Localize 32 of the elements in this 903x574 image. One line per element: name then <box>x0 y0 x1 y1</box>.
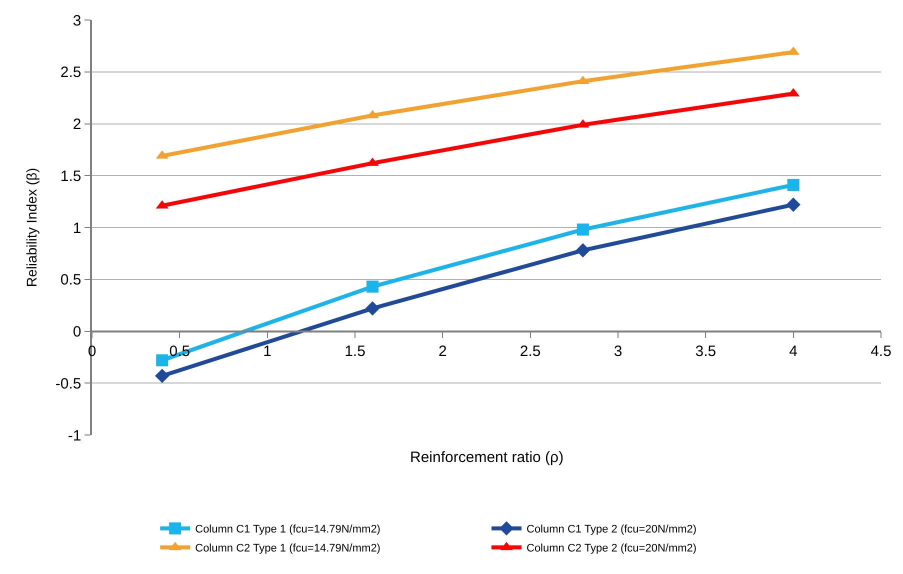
legend-label: Column C1 Type 2 (fcu=20N/mm2) <box>526 524 697 536</box>
y-tick-label: 3 <box>72 12 82 30</box>
x-tick-label: 4 <box>789 343 798 360</box>
x-tick-label: 1 <box>263 343 272 360</box>
y-tick-label: -1 <box>68 427 82 444</box>
x-axis-title: Reinforcement ratio (ρ) <box>410 449 564 466</box>
y-axis-title: Reliability Index (β) <box>23 168 40 288</box>
y-tick-label: -0.5 <box>55 375 82 392</box>
x-tick-label: 2.5 <box>520 343 541 360</box>
point <box>365 301 380 316</box>
y-tick-label: 1.5 <box>60 168 82 185</box>
y-tick-label: 1 <box>72 220 82 237</box>
x-tick-label: 4.5 <box>870 343 892 360</box>
point <box>787 178 800 191</box>
x-tick-label: 3.5 <box>695 343 716 360</box>
x-tick-label: 0 <box>88 343 96 360</box>
x-tick-label: 3 <box>614 343 622 360</box>
point <box>576 243 590 258</box>
point <box>366 280 379 293</box>
y-tick-label: 2.5 <box>60 64 82 82</box>
x-tick-label: 2 <box>438 343 447 360</box>
legend-label: Column C1 Type 1 (fcu=14.79N/mm2) <box>195 524 380 536</box>
point <box>156 354 168 366</box>
y-tick-label: 2 <box>72 116 82 133</box>
point <box>576 224 589 236</box>
y-tick-label: 0.5 <box>60 272 82 289</box>
legend-label: Column C2 Type 1 (fcu=14.79N/mm2) <box>195 542 380 555</box>
point <box>786 198 800 212</box>
x-tick-label: 1.5 <box>344 343 366 360</box>
legend-label: Column C2 Type 2 (fcu=20N/mm2) <box>526 542 697 555</box>
point <box>154 368 170 384</box>
y-tick-label: 0 <box>72 324 82 340</box>
